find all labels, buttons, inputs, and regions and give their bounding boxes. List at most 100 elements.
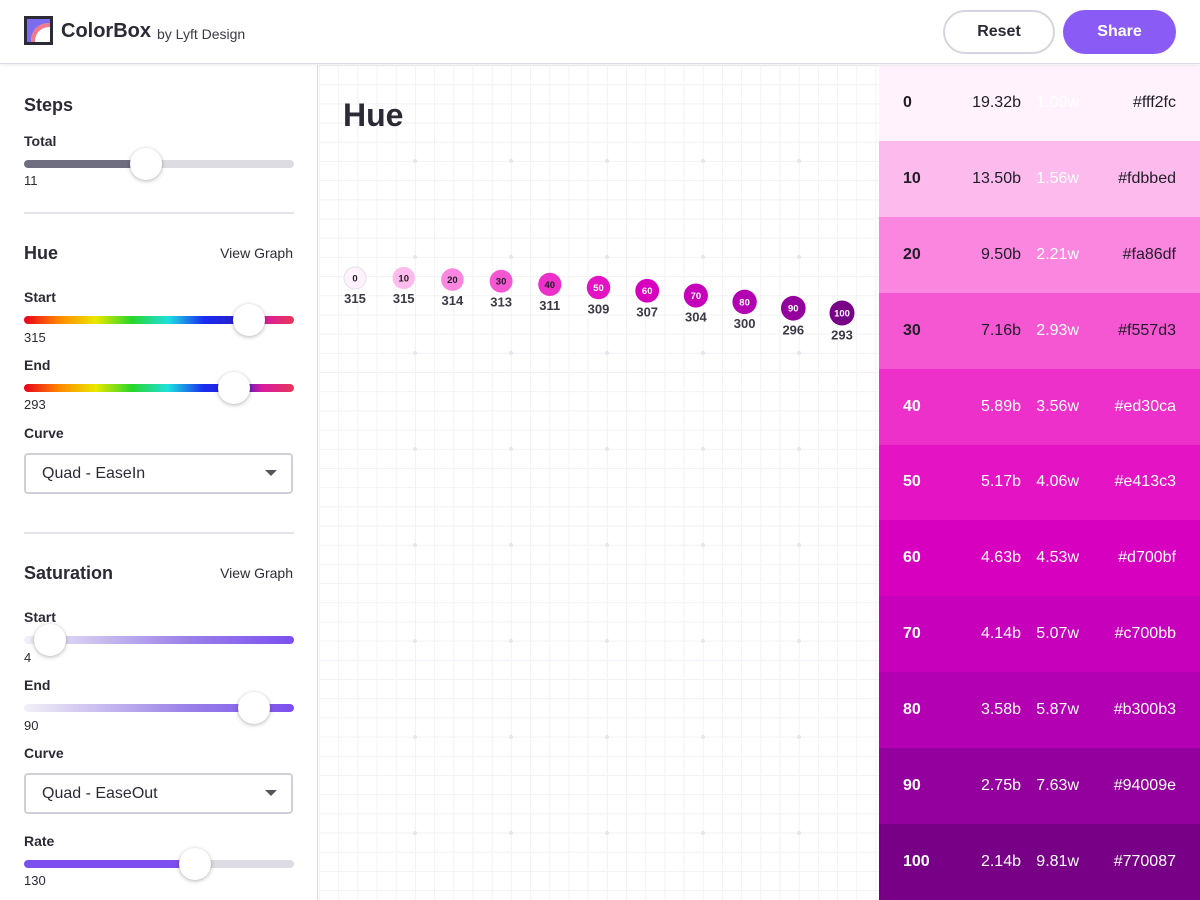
color-row[interactable]: 0 19.32b 1.09w #fff2fc (879, 65, 1200, 142)
grid-dot (509, 735, 513, 739)
hue-point-step-label: 50 (593, 283, 604, 294)
hue-point[interactable] (780, 295, 806, 321)
contrast-black: 3.58b (980, 701, 1021, 719)
color-row[interactable]: 10 13.50b 1.56w #fdbbed (879, 140, 1200, 218)
contrast-white: 1.09w (1036, 93, 1079, 111)
grid-dot (413, 159, 417, 163)
grid-dot (797, 255, 801, 259)
hue-end-slider-handle[interactable] (218, 372, 250, 404)
color-row[interactable]: 70 4.14b 5.07w #c700bb (879, 596, 1200, 673)
saturation-curve-label: Curve (24, 745, 64, 761)
color-step: 70 (903, 625, 921, 643)
contrast-white: 3.56w (1036, 397, 1079, 415)
saturation-curve-select[interactable]: Quad - EaseOut (24, 773, 293, 814)
color-step: 40 (903, 397, 921, 415)
hue-point[interactable] (538, 272, 562, 296)
hue-start-value: 315 (24, 330, 46, 345)
grid-dot (413, 735, 417, 739)
color-row[interactable]: 90 2.75b 7.63w #94009e (879, 748, 1200, 825)
hue-start-slider-handle[interactable] (233, 304, 265, 336)
contrast-black: 2.14b (980, 853, 1021, 871)
hue-value-label: 304 (685, 310, 707, 325)
color-hex: #f557d3 (1118, 321, 1176, 339)
hue-point[interactable] (829, 300, 855, 326)
color-hex: #b300b3 (1113, 701, 1176, 719)
grid-dot (797, 447, 801, 451)
grid-dot (701, 351, 705, 355)
grid-dot (413, 447, 417, 451)
steps-total-slider-handle[interactable] (130, 148, 162, 180)
app-brand-sub: by Lyft Design (157, 26, 246, 42)
contrast-white: 7.63w (1036, 777, 1079, 795)
hue-value-label: 309 (588, 301, 610, 316)
color-row[interactable]: 40 5.89b 3.56w #ed30ca (879, 368, 1200, 446)
grid-dot (509, 159, 513, 163)
grid-dot (797, 831, 801, 835)
contrast-white: 4.53w (1036, 549, 1079, 567)
grid-dot (701, 447, 705, 451)
hue-point[interactable] (441, 268, 464, 291)
contrast-black: 5.89b (980, 397, 1021, 415)
section-divider (24, 532, 294, 534)
hue-point[interactable] (732, 289, 757, 315)
saturation-start-slider[interactable] (24, 636, 294, 644)
grid-dot (701, 255, 705, 259)
hue-title: Hue (24, 243, 59, 263)
hue-point[interactable] (392, 266, 415, 290)
saturation-start-slider-handle[interactable] (34, 624, 66, 656)
saturation-view-graph-link[interactable]: View Graph (220, 565, 293, 581)
hue-start-slider[interactable] (24, 316, 294, 324)
hue-chart: 0 315 10 315 20 314 30 313 40 311 50 309 60 307 70 304 8… (343, 159, 855, 835)
color-step: 50 (903, 473, 921, 491)
chevron-down-icon (265, 790, 277, 796)
color-step: 80 (903, 701, 921, 719)
color-hex: #fff2fc (1133, 93, 1176, 111)
grid-dot (701, 639, 705, 643)
hue-value-label: 311 (539, 298, 560, 313)
color-row[interactable]: 30 7.16b 2.93w #f557d3 (879, 292, 1200, 370)
saturation-rate-slider-handle[interactable] (179, 848, 211, 880)
hue-start-label: Start (24, 289, 56, 305)
saturation-rate-slider[interactable] (24, 860, 294, 868)
section-divider (24, 212, 294, 214)
hue-point[interactable] (489, 269, 513, 293)
color-row[interactable]: 60 4.63b 4.53w #d700bf (879, 520, 1200, 597)
saturation-start-value: 4 (24, 650, 32, 665)
color-hex: #ed30ca (1114, 397, 1176, 415)
hue-point[interactable] (343, 266, 367, 290)
reset-button[interactable]: Reset (943, 10, 1055, 54)
hue-curve-select[interactable]: Quad - EaseIn (24, 453, 293, 494)
hue-point-step-label: 0 (352, 274, 357, 285)
grid-dot (605, 255, 609, 259)
color-row[interactable]: 20 9.50b 2.21w #fa86df (879, 216, 1200, 294)
hue-point-step-label: 30 (496, 277, 507, 288)
hue-point[interactable] (635, 278, 660, 303)
grid-dot (509, 543, 513, 547)
color-hex: #fdbbed (1118, 169, 1176, 187)
steps-title: Steps (24, 95, 74, 115)
color-hex: #94009e (1113, 777, 1176, 795)
saturation-end-slider-handle[interactable] (238, 692, 270, 724)
color-hex: #c700bb (1114, 625, 1176, 643)
contrast-white: 2.21w (1036, 245, 1079, 263)
saturation-rate-label: Rate (24, 833, 55, 849)
saturation-end-slider[interactable] (24, 704, 294, 712)
hue-graph-panel: Hue 0 315 10 315 20 314 30 313 40 311 50 309 60 307 70… (319, 65, 879, 900)
hue-end-label: End (24, 357, 51, 373)
color-row[interactable]: 100 2.14b 9.81w #770087 (879, 824, 1200, 900)
grid-dot (797, 159, 801, 163)
grid-dot (605, 159, 609, 163)
grid-dot (413, 351, 417, 355)
hue-point-step-label: 40 (545, 280, 556, 291)
contrast-black: 5.17b (980, 473, 1021, 491)
hue-point[interactable] (586, 275, 611, 300)
share-button[interactable]: Share (1063, 10, 1176, 54)
hue-point[interactable] (683, 283, 708, 308)
hue-value-label: 315 (393, 291, 415, 306)
hue-view-graph-link[interactable]: View Graph (220, 245, 293, 261)
color-step: 60 (903, 549, 921, 567)
color-row[interactable]: 50 5.17b 4.06w #e413c3 (879, 444, 1200, 521)
steps-total-value: 11 (24, 173, 38, 188)
color-row[interactable]: 80 3.58b 5.87w #b300b3 (879, 672, 1200, 749)
hue-end-slider[interactable] (24, 384, 294, 392)
